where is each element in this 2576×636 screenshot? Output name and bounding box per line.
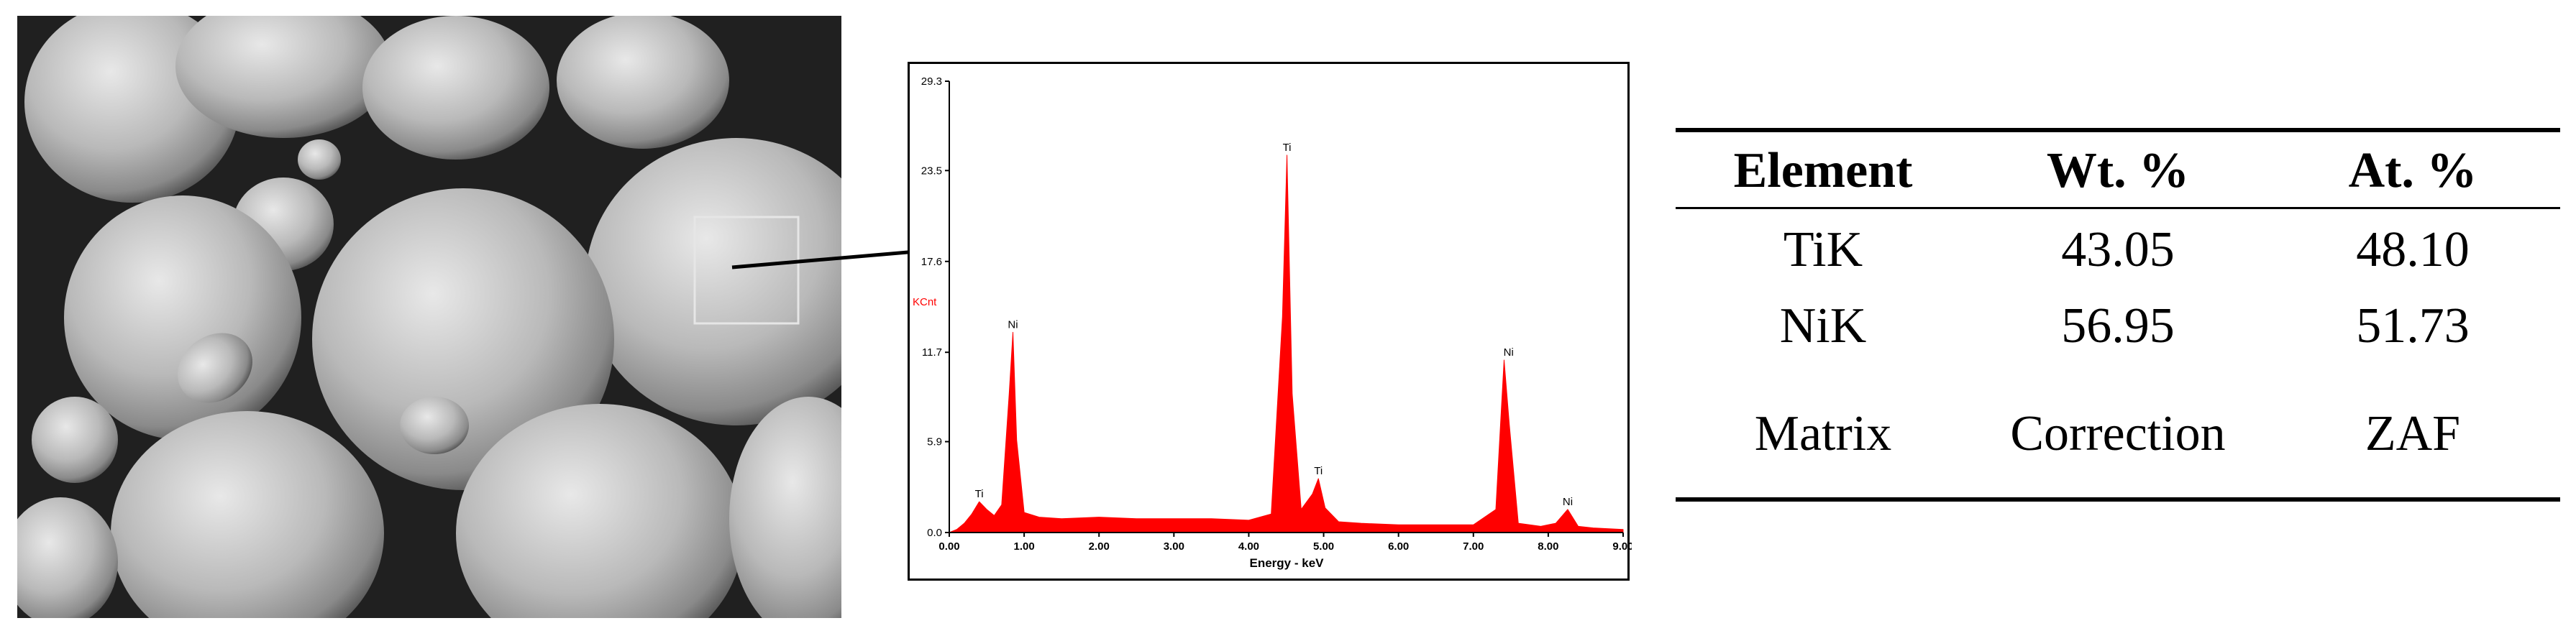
- peak-label: Ni: [1504, 346, 1514, 359]
- row-ti-element: TiK: [1783, 222, 1863, 277]
- header-atomic-percent: At. %: [2348, 143, 2477, 198]
- x-tick-label: 7.00: [1463, 540, 1484, 553]
- analysis-region-box: [693, 216, 800, 325]
- x-tick-label: 0.00: [938, 540, 959, 553]
- table-header-rule: [1676, 207, 2560, 209]
- spectrum-area: [949, 155, 1624, 533]
- row-ni-weight: 56.95: [2061, 298, 2175, 354]
- x-axis-label: Energy - keV: [1250, 556, 1325, 570]
- x-tick-label: 6.00: [1388, 540, 1409, 553]
- y-tick-label: 11.7: [922, 346, 942, 359]
- sem-micrograph: [17, 16, 841, 618]
- row-ti-atomic: 48.10: [2356, 222, 2470, 277]
- row-ni-element: NiK: [1779, 298, 1867, 354]
- eds-spectrum-chart: 0.00 1.00 2.00 3.00 4.00 5.00 6.00 7.00 8.00 9.00…: [913, 75, 1632, 570]
- peak-label: Ni: [1563, 496, 1573, 508]
- x-tick-label: 8.00: [1538, 540, 1558, 553]
- footer-correction: Correction: [2010, 406, 2226, 461]
- table-bottom-rule: [1676, 497, 2560, 502]
- row-ti-weight: 43.05: [2061, 222, 2175, 277]
- row-ni-atomic: 51.73: [2356, 298, 2470, 354]
- peak-label: Ti: [1314, 465, 1323, 477]
- y-tick-label: 29.3: [921, 75, 942, 88]
- y-tick-label: 17.6: [921, 256, 942, 268]
- y-tick-label: 5.9: [927, 436, 942, 448]
- x-tick-label: 1.00: [1014, 540, 1035, 553]
- x-tick-label: 2.00: [1089, 540, 1110, 553]
- powder-particles: [17, 16, 841, 618]
- header-element: Element: [1733, 143, 1913, 198]
- eds-spectrum-panel: 0.00 1.00 2.00 3.00 4.00 5.00 6.00 7.00 8.00 9.00…: [908, 62, 1632, 581]
- y-tick-label: 0.0: [927, 527, 942, 539]
- peak-label: Ni: [1008, 318, 1018, 331]
- footer-matrix: Matrix: [1754, 406, 1892, 461]
- peak-label: Ti: [975, 488, 984, 500]
- x-tick-label: 5.00: [1313, 540, 1334, 553]
- peak-label: Ti: [1283, 142, 1292, 154]
- footer-zaf: ZAF: [2365, 406, 2461, 461]
- table-top-rule: [1676, 128, 2560, 132]
- x-tick-label: 4.00: [1238, 540, 1259, 553]
- x-tick-label: 9.00: [1612, 540, 1632, 553]
- sem-image-svg: [17, 16, 841, 618]
- y-axis-unit-label: KCnt: [913, 296, 937, 308]
- header-weight-percent: Wt. %: [2046, 143, 2190, 198]
- x-tick-label: 3.00: [1164, 540, 1184, 553]
- y-tick-label: 23.5: [921, 165, 942, 177]
